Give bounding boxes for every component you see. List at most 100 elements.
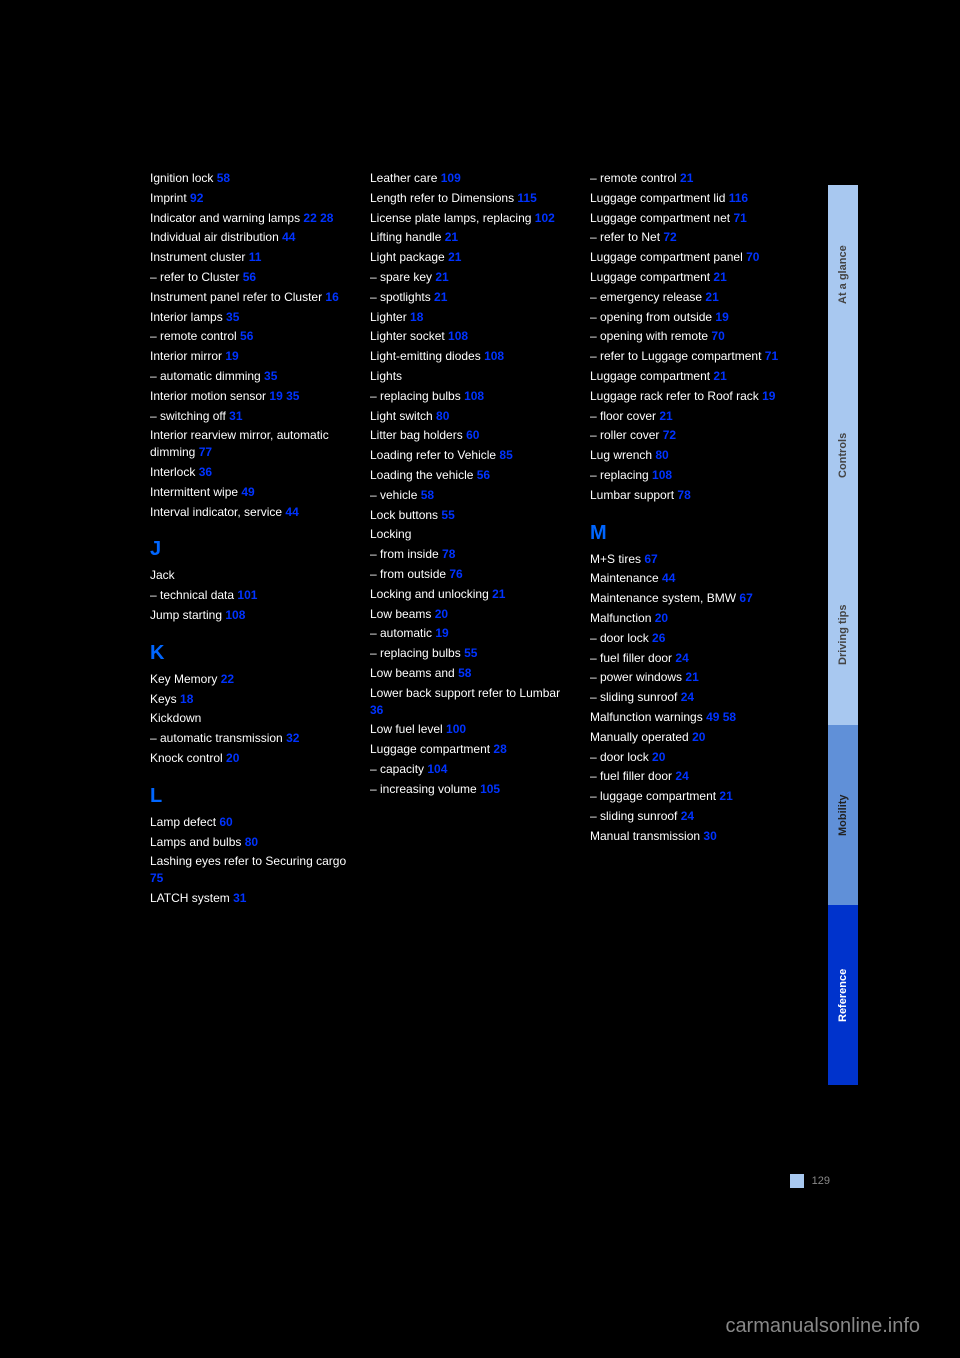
section-tab[interactable]: At a glance <box>828 185 858 365</box>
entry-page[interactable]: 16 <box>325 290 338 304</box>
entry-page[interactable]: 70 <box>746 250 759 264</box>
entry-page[interactable]: 78 <box>677 488 690 502</box>
entry-page[interactable]: 67 <box>644 552 657 566</box>
entry-page[interactable]: 71 <box>765 349 778 363</box>
entry-page[interactable]: 18 <box>410 310 423 324</box>
entry-page[interactable]: 85 <box>499 448 512 462</box>
entry-page[interactable]: 35 <box>264 369 277 383</box>
entry-page[interactable]: 28 <box>493 742 506 756</box>
entry-page[interactable]: 44 <box>285 505 298 519</box>
entry-page[interactable]: 21 <box>713 369 726 383</box>
entry-page[interactable]: 104 <box>427 762 447 776</box>
entry-page[interactable]: 71 <box>733 211 746 225</box>
entry-page[interactable]: 22 28 <box>303 211 333 225</box>
entry-page[interactable]: 72 <box>663 230 676 244</box>
index-entry: Ignition lock 58 <box>150 170 350 187</box>
entry-page[interactable]: 21 <box>713 270 726 284</box>
index-entry: Jump starting 108 <box>150 607 350 624</box>
entry-page[interactable]: 56 <box>477 468 490 482</box>
entry-page[interactable]: 20 <box>435 607 448 621</box>
section-tab[interactable]: Mobility <box>828 725 858 905</box>
entry-page[interactable]: 19 <box>762 389 775 403</box>
entry-page[interactable]: 21 <box>659 409 672 423</box>
entry-page[interactable]: 20 <box>226 751 239 765</box>
entry-page[interactable]: 108 <box>448 329 468 343</box>
entry-page[interactable]: 18 <box>180 692 193 706</box>
entry-page[interactable]: 102 <box>535 211 555 225</box>
entry-page[interactable]: 21 <box>685 670 698 684</box>
entry-page[interactable]: 11 <box>249 250 262 264</box>
entry-page[interactable]: 108 <box>484 349 504 363</box>
entry-page[interactable]: 21 <box>434 290 447 304</box>
entry-page[interactable]: 21 <box>445 230 458 244</box>
entry-page[interactable]: 60 <box>466 428 479 442</box>
entry-page[interactable]: 21 <box>435 270 448 284</box>
entry-page[interactable]: 19 <box>225 349 238 363</box>
entry-page[interactable]: 78 <box>442 547 455 561</box>
entry-page[interactable]: 55 <box>441 508 454 522</box>
entry-page[interactable]: 21 <box>705 290 718 304</box>
entry-page[interactable]: 20 <box>655 611 668 625</box>
entry-page[interactable]: 108 <box>464 389 484 403</box>
entry-page[interactable]: 80 <box>245 835 258 849</box>
entry-page[interactable]: 24 <box>681 809 694 823</box>
entry-page[interactable]: 108 <box>652 468 672 482</box>
entry-page[interactable]: 105 <box>480 782 500 796</box>
entry-page[interactable]: 19 <box>435 626 448 640</box>
entry-page[interactable]: 24 <box>675 769 688 783</box>
entry-page[interactable]: 31 <box>233 891 246 905</box>
entry-page[interactable]: 20 <box>652 750 665 764</box>
entry-page[interactable]: 49 <box>241 485 254 499</box>
entry-page[interactable]: 56 <box>240 329 253 343</box>
entry-page[interactable]: 109 <box>441 171 461 185</box>
entry-page[interactable]: 44 <box>662 571 675 585</box>
entry-page[interactable]: 21 <box>680 171 693 185</box>
entry-page[interactable]: 58 <box>421 488 434 502</box>
entry-page[interactable]: 80 <box>436 409 449 423</box>
entry-page[interactable]: 116 <box>729 191 748 205</box>
entry-page[interactable]: 31 <box>229 409 242 423</box>
entry-text: – fuel filler door <box>590 651 675 665</box>
section-tab[interactable]: Controls <box>828 365 858 545</box>
entry-page[interactable]: 32 <box>286 731 299 745</box>
entry-page[interactable]: 22 <box>221 672 234 686</box>
entry-page[interactable]: 92 <box>190 191 203 205</box>
entry-page[interactable]: 44 <box>282 230 295 244</box>
entry-page[interactable]: 100 <box>446 722 466 736</box>
entry-page[interactable]: 80 <box>655 448 668 462</box>
entry-page[interactable]: 72 <box>663 428 676 442</box>
entry-page[interactable]: 101 <box>237 588 257 602</box>
entry-page[interactable]: 55 <box>464 646 477 660</box>
entry-page[interactable]: 24 <box>675 651 688 665</box>
entry-page[interactable]: 26 <box>652 631 665 645</box>
entry-page[interactable]: 56 <box>243 270 256 284</box>
entry-page[interactable]: 35 <box>226 310 239 324</box>
entry-page[interactable]: 76 <box>449 567 462 581</box>
section-tab[interactable]: Reference <box>828 905 858 1085</box>
entry-page[interactable]: 58 <box>458 666 471 680</box>
entry-page[interactable]: 21 <box>492 587 505 601</box>
entry-page[interactable]: 21 <box>448 250 461 264</box>
entry-page[interactable]: 30 <box>703 829 716 843</box>
entry-page[interactable]: 70 <box>711 329 724 343</box>
entry-page[interactable]: 20 <box>692 730 705 744</box>
entry-page[interactable]: 115 <box>517 191 536 205</box>
entry-page[interactable]: 19 35 <box>269 389 299 403</box>
entry-page[interactable]: 24 <box>681 690 694 704</box>
entry-text: Lumbar support <box>590 488 677 502</box>
entry-text: Interval indicator, service <box>150 505 285 519</box>
entry-page[interactable]: 58 <box>217 171 230 185</box>
entry-page[interactable]: 19 <box>715 310 728 324</box>
index-entry: – spare key 21 <box>370 269 570 286</box>
entry-page[interactable]: 36 <box>199 465 212 479</box>
entry-page[interactable]: 77 <box>199 445 212 459</box>
entry-text: Lighter <box>370 310 410 324</box>
entry-page[interactable]: 49 58 <box>706 710 736 724</box>
entry-page[interactable]: 21 <box>719 789 732 803</box>
entry-page[interactable]: 60 <box>219 815 232 829</box>
entry-page[interactable]: 36 <box>370 703 383 717</box>
entry-page[interactable]: 108 <box>225 608 245 622</box>
entry-page[interactable]: 75 <box>150 871 163 885</box>
entry-page[interactable]: 67 <box>739 591 752 605</box>
section-tab[interactable]: Driving tips <box>828 545 858 725</box>
